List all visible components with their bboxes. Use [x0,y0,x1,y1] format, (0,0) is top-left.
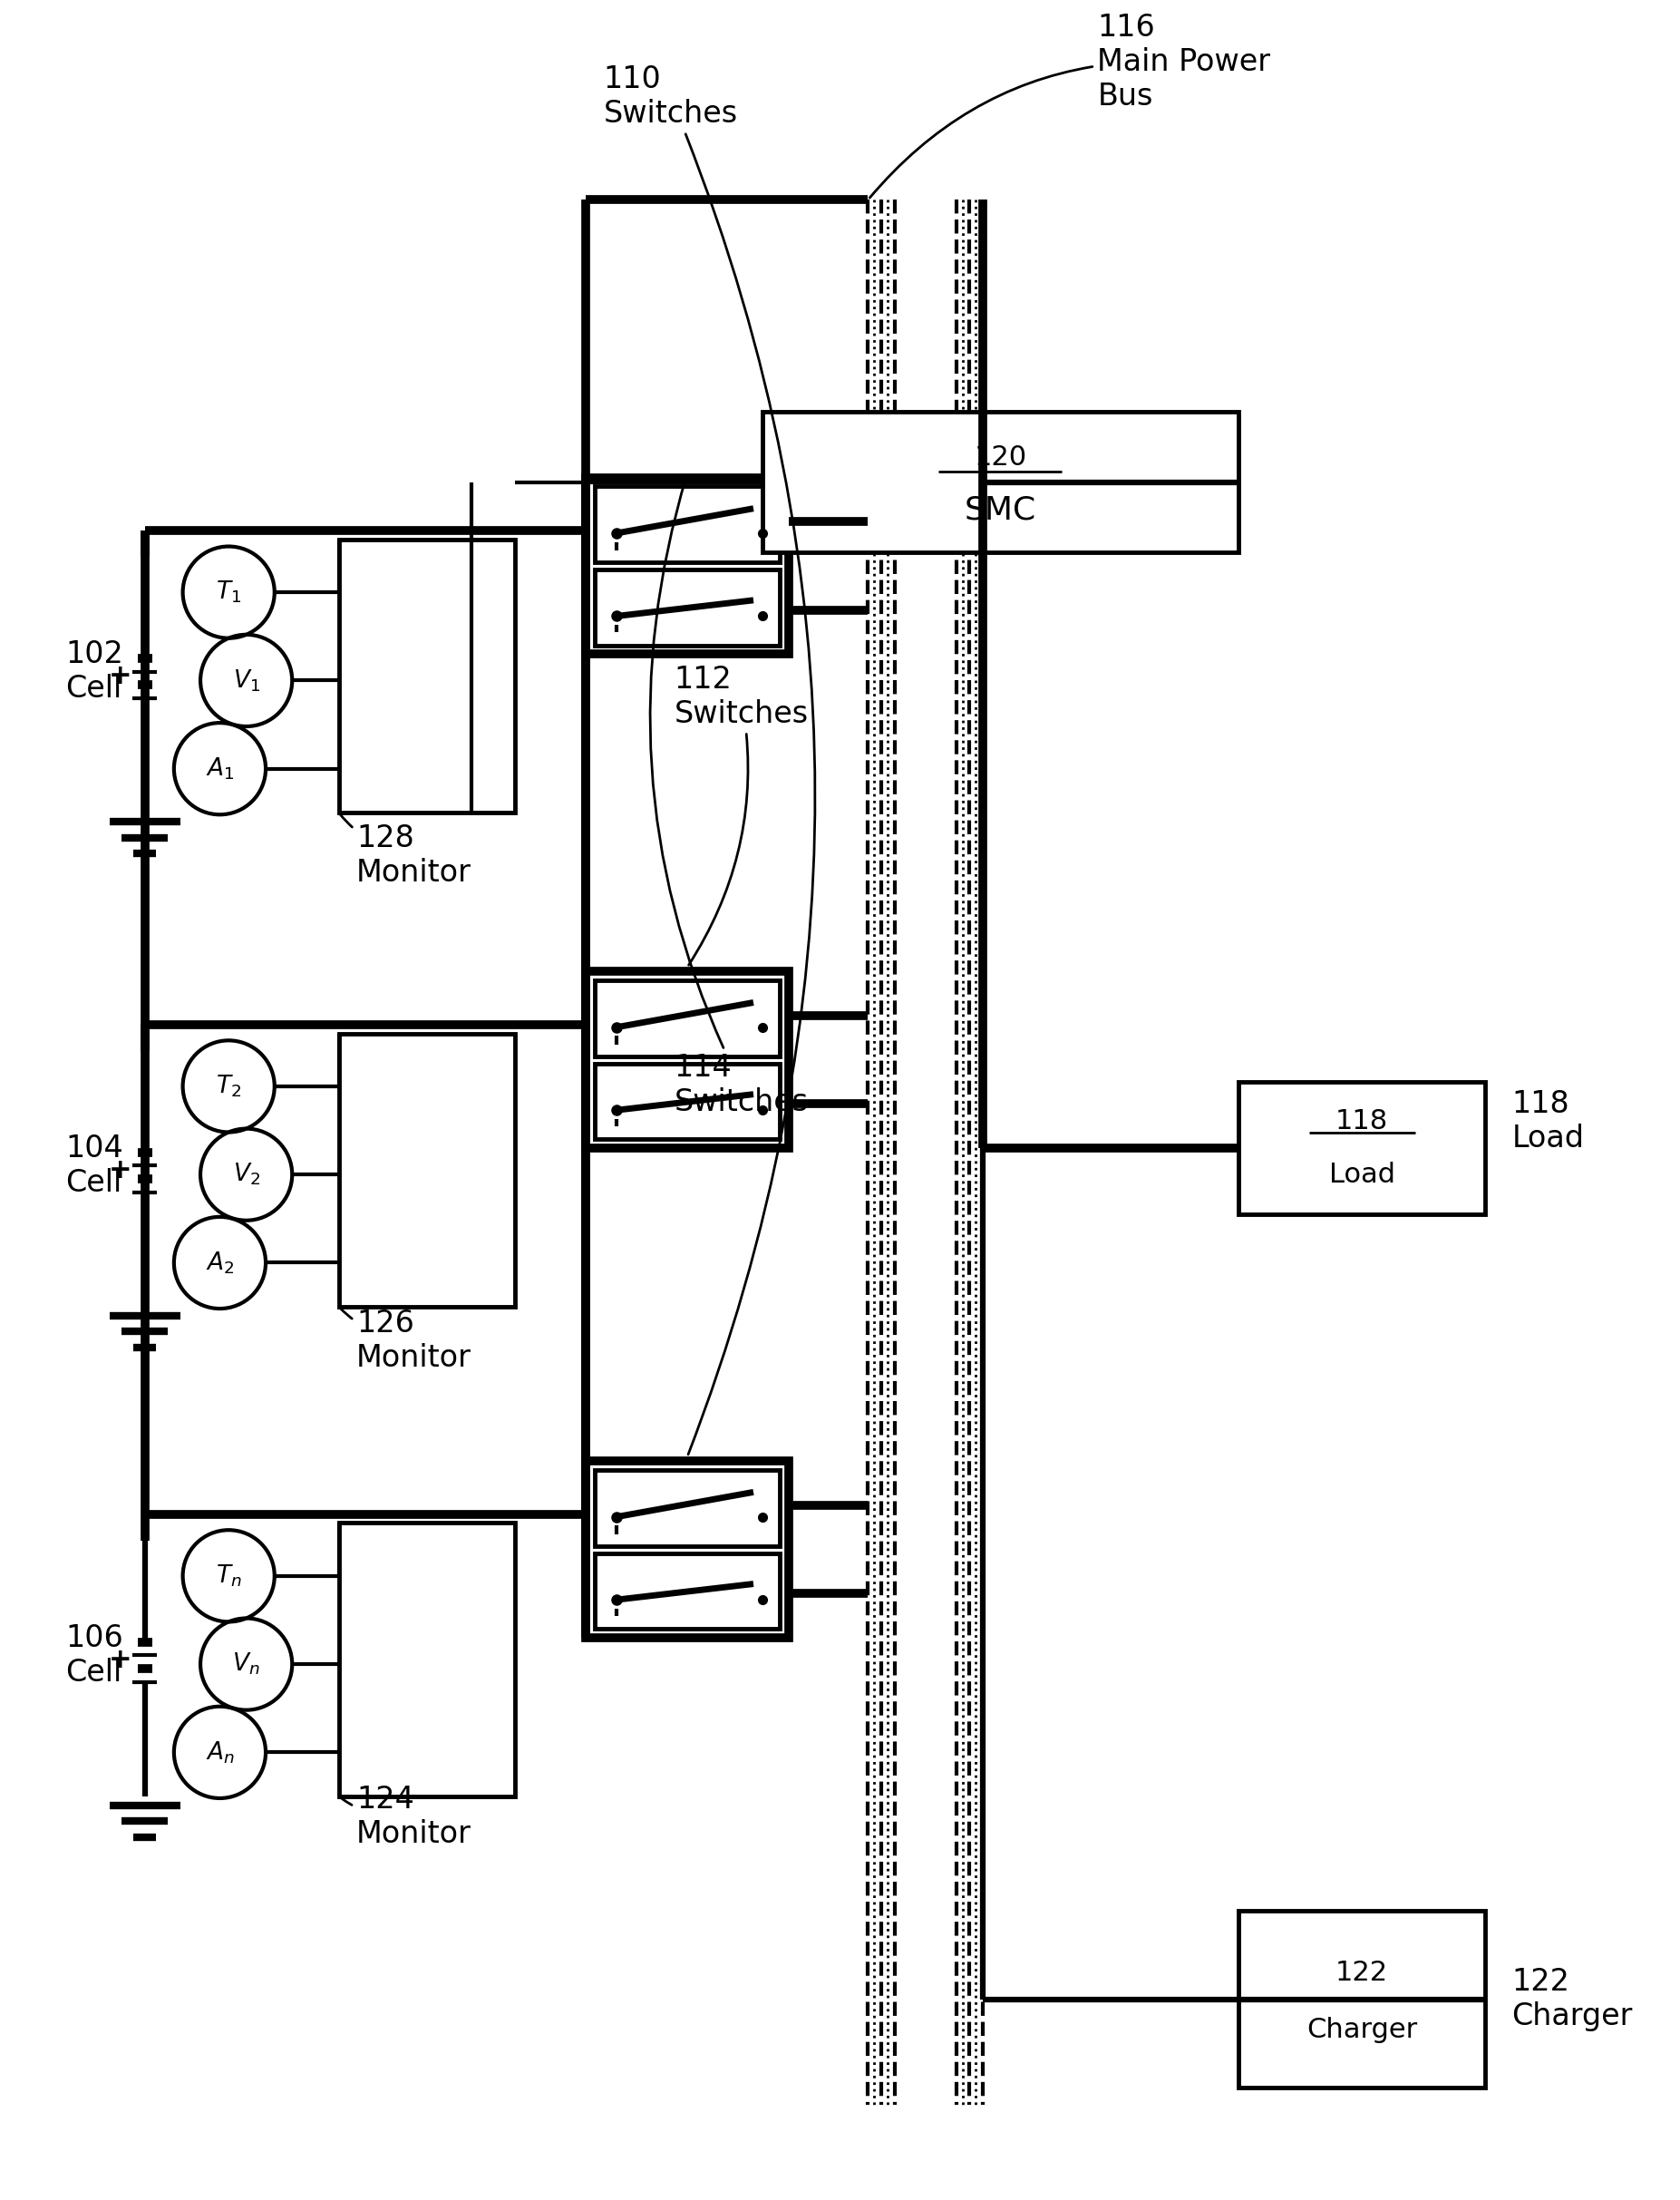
Text: $V_n$: $V_n$ [232,1652,260,1676]
Text: $A_n$: $A_n$ [205,1740,234,1764]
Text: 104
Cell: 104 Cell [66,1133,123,1199]
Text: 118: 118 [1336,1109,1388,1135]
Text: $V_1$: $V_1$ [232,667,260,693]
Text: 102
Cell: 102 Cell [66,640,123,704]
Bar [595,570,780,645]
Text: 124
Monitor: 124 Monitor [341,1784,472,1850]
Text: 110
Switches: 110 Switches [603,64,815,1454]
Text: Charger: Charger [1307,2017,1418,2044]
Bar [339,1522,516,1797]
Bar [763,411,1238,552]
Text: $T_2$: $T_2$ [217,1074,242,1100]
Bar [595,1553,780,1628]
Text: 122: 122 [1336,1960,1388,1987]
Bar [339,1034,516,1307]
Text: 114
Switches: 114 Switches [650,475,808,1118]
Text: +: + [109,1157,131,1184]
Bar [1238,1082,1485,1214]
Text: $A_2$: $A_2$ [205,1250,234,1276]
Bar [595,486,780,563]
Text: 122
Charger: 122 Charger [1512,1967,1633,2031]
Bar [339,539,516,812]
Bar [595,981,780,1056]
Text: 106
Cell: 106 Cell [66,1624,123,1687]
Text: $V_2$: $V_2$ [232,1162,260,1188]
Text: 128
Monitor: 128 Monitor [341,814,472,889]
Bar [595,1063,780,1140]
Bar [1238,1912,1485,2088]
Text: Load: Load [1329,1162,1394,1188]
Text: 116
Main Power
Bus: 116 Main Power Bus [870,13,1270,198]
Text: $T_1$: $T_1$ [217,579,242,605]
Text: 126
Monitor: 126 Monitor [341,1309,472,1373]
Bar [586,1461,788,1637]
Bar [586,972,788,1148]
Text: 118
Load: 118 Load [1512,1089,1584,1153]
Bar [586,477,788,653]
Bar [595,1470,780,1547]
Text: SMC: SMC [964,495,1037,526]
Text: 120: 120 [974,444,1026,471]
Text: $A_1$: $A_1$ [205,757,234,781]
Text: $T_n$: $T_n$ [215,1562,242,1588]
Text: +: + [109,1646,131,1672]
Text: +: + [109,662,131,689]
Text: 112
Switches: 112 Switches [674,664,808,966]
